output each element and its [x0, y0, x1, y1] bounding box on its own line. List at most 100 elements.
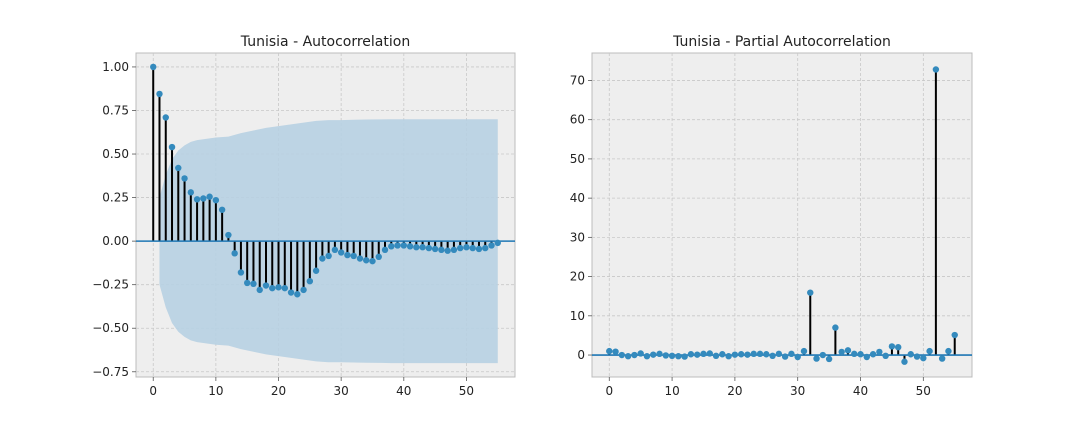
pacf-point: [907, 351, 914, 358]
pacf-point: [932, 66, 940, 73]
pacf-point: [662, 352, 670, 359]
pacf-point: [656, 350, 663, 358]
acf-y-tick-label: 1.00: [102, 60, 129, 74]
pacf-point: [781, 353, 789, 360]
acf-point: [319, 255, 326, 262]
acf-x-tick-label: 30: [334, 384, 349, 398]
acf-point: [269, 284, 276, 292]
acf-point: [425, 244, 433, 252]
acf-point: [218, 206, 226, 213]
pacf-point: [819, 351, 827, 359]
pacf-point: [794, 353, 801, 361]
pacf-point: [731, 351, 739, 358]
pacf-point: [737, 351, 745, 358]
pacf-point: [920, 354, 927, 362]
pacf-point: [894, 343, 902, 351]
acf-point: [388, 243, 395, 250]
acf-point: [187, 189, 195, 196]
pacf-point: [612, 348, 619, 355]
acf-point: [193, 196, 201, 203]
acf-x-tick-label: 20: [271, 384, 286, 398]
acf-point: [225, 231, 232, 239]
acf-point: [438, 246, 445, 254]
acf-point: [262, 282, 270, 289]
pacf-y-tick-label: 40: [570, 191, 585, 205]
pacf-point: [675, 353, 682, 360]
pacf-plot-area: [591, 52, 973, 378]
acf-point: [275, 284, 282, 291]
acf-point: [444, 247, 451, 254]
acf-point: [237, 269, 245, 276]
pacf-x-tick-label: 30: [790, 384, 805, 398]
pacf-point: [945, 347, 952, 355]
acf-point: [156, 90, 163, 98]
pacf-chart: 0 10 20 30 40 50 0 10 20 30 40 50 60 70 Tunisia - Part…: [570, 34, 973, 398]
pacf-point: [725, 353, 732, 360]
acf-point: [413, 244, 420, 251]
pacf-point: [624, 353, 632, 360]
acf-point: [300, 286, 307, 294]
acf-point: [350, 252, 357, 260]
pacf-y-tick-label: 60: [570, 113, 585, 127]
pacf-point: [807, 289, 814, 296]
pacf-point: [650, 351, 657, 358]
pacf-point: [888, 343, 896, 350]
pacf-y-tick-label: 20: [570, 270, 585, 284]
acf-point: [494, 239, 501, 247]
acf-point: [250, 280, 257, 288]
pacf-point: [832, 324, 839, 331]
pacf-y-tick-label: 30: [570, 230, 585, 244]
pacf-point: [763, 351, 770, 358]
acf-point: [469, 244, 476, 252]
acf-point: [369, 257, 376, 265]
acf-point: [281, 284, 288, 292]
pacf-point: [901, 358, 908, 365]
pacf-y-tick-label: 0: [577, 348, 585, 362]
acf-point: [450, 246, 458, 254]
pacf-point: [913, 353, 921, 360]
pacf-point: [869, 351, 877, 358]
pacf-point: [719, 351, 726, 358]
acf-x-tick-label: 40: [396, 384, 411, 398]
acf-y-tick-label: 0.75: [102, 103, 129, 117]
acf-point: [175, 164, 182, 172]
pacf-point: [637, 350, 644, 357]
pacf-point: [712, 352, 720, 360]
acf-point: [243, 279, 251, 287]
acf-title: Tunisia - Autocorrelation: [240, 34, 410, 50]
acf-point: [482, 244, 489, 252]
acf-point: [150, 63, 157, 71]
acf-point: [206, 193, 213, 200]
pacf-point: [744, 351, 751, 358]
pacf-point: [825, 355, 833, 363]
acf-point: [306, 277, 314, 285]
pacf-point: [643, 353, 651, 360]
acf-point: [200, 195, 207, 202]
acf-y-tick-label: 0.00: [102, 234, 129, 248]
acf-point: [456, 244, 464, 252]
pacf-point: [951, 331, 958, 339]
acf-point: [463, 244, 470, 251]
acf-point: [325, 252, 332, 260]
pacf-point: [769, 352, 776, 360]
acf-x-tick-label: 0: [149, 384, 157, 398]
acf-point: [488, 242, 495, 249]
acf-chart: 0 10 20 30 40 50 −0.75 −0.50 −0.25 0.00 0.25 0.50 0.…: [92, 34, 516, 398]
pacf-point: [844, 347, 852, 354]
acf-point: [406, 243, 414, 250]
acf-point: [363, 257, 370, 264]
acf-point: [312, 267, 320, 274]
pacf-point: [775, 350, 783, 358]
acf-point: [162, 114, 169, 121]
acf-point: [356, 255, 364, 262]
acf-point: [419, 244, 426, 251]
pacf-point: [863, 353, 870, 361]
acf-point: [431, 245, 439, 253]
pacf-point: [857, 351, 864, 358]
pacf-point: [750, 350, 757, 358]
pacf-point: [882, 352, 889, 360]
acf-point: [400, 242, 408, 249]
acf-y-tick-label: −0.25: [92, 278, 129, 292]
acf-point: [475, 245, 483, 253]
